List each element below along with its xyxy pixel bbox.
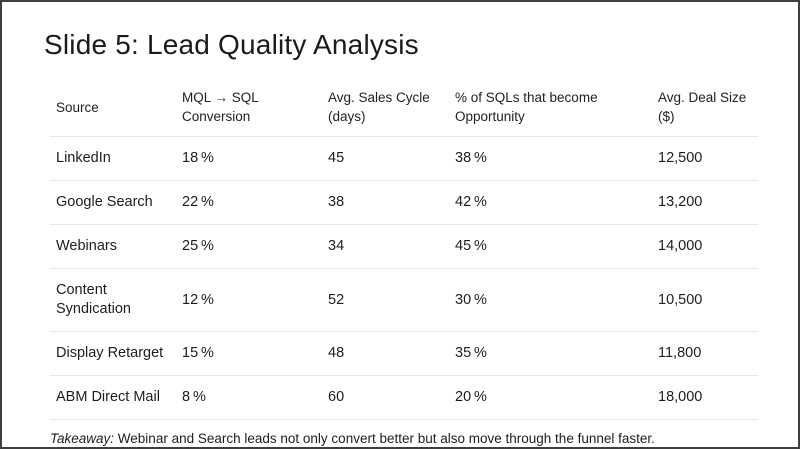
cell-avg-sales-cycle: 48 bbox=[322, 331, 449, 376]
cell-avg-sales-cycle: 60 bbox=[322, 375, 449, 420]
takeaway-label: Takeaway: bbox=[50, 431, 115, 446]
cell-avg-deal-size: 13,200 bbox=[652, 180, 758, 225]
table-row: Display Retarget 15 % 48 35 % 11,800 bbox=[50, 331, 758, 376]
cell-sql-to-opportunity: 42 % bbox=[449, 180, 652, 225]
column-header-avg-sales-cycle: Avg. Sales Cycle (days) bbox=[328, 90, 430, 124]
cell-avg-deal-size: 11,800 bbox=[652, 331, 758, 376]
cell-mql-sql-conversion: 12 % bbox=[176, 268, 322, 332]
takeaway-note: Takeaway: Webinar and Search leads not o… bbox=[50, 430, 798, 447]
cell-source: Display Retarget bbox=[50, 331, 176, 376]
cell-source: Content Syndication bbox=[50, 268, 176, 332]
table-row: LinkedIn 18 % 45 38 % 12,500 bbox=[50, 136, 758, 181]
cell-source: LinkedIn bbox=[50, 136, 176, 181]
cell-sql-to-opportunity: 20 % bbox=[449, 375, 652, 420]
cell-avg-deal-size: 18,000 bbox=[652, 375, 758, 420]
cell-mql-sql-conversion: 8 % bbox=[176, 375, 322, 420]
table-row: Content Syndication 12 % 52 30 % 10,500 bbox=[50, 268, 758, 332]
column-header-avg-deal-size: Avg. Deal Size ($) bbox=[658, 90, 747, 124]
table-row: Webinars 25 % 34 45 % 14,000 bbox=[50, 224, 758, 269]
cell-mql-sql-conversion: 15 % bbox=[176, 331, 322, 376]
cell-sql-to-opportunity: 30 % bbox=[449, 268, 652, 332]
cell-avg-deal-size: 12,500 bbox=[652, 136, 758, 181]
cell-sql-to-opportunity: 38 % bbox=[449, 136, 652, 181]
cell-source: ABM Direct Mail bbox=[50, 375, 176, 420]
table-row: ABM Direct Mail 8 % 60 20 % 18,000 bbox=[50, 375, 758, 420]
cell-mql-sql-conversion: 25 % bbox=[176, 224, 322, 269]
cell-source: Webinars bbox=[50, 224, 176, 269]
cell-source: Google Search bbox=[50, 180, 176, 225]
cell-avg-deal-size: 14,000 bbox=[652, 224, 758, 269]
table-header-row: Source MQL → SQL Conversion Avg. Sales C… bbox=[50, 76, 758, 137]
cell-avg-sales-cycle: 45 bbox=[322, 136, 449, 181]
cell-avg-deal-size: 10,500 bbox=[652, 268, 758, 332]
column-header-mql-sql-conversion: MQL → SQL Conversion bbox=[182, 90, 259, 124]
cell-mql-sql-conversion: 22 % bbox=[176, 180, 322, 225]
page-title: Slide 5: Lead Quality Analysis bbox=[44, 29, 419, 60]
cell-avg-sales-cycle: 34 bbox=[322, 224, 449, 269]
cell-sql-to-opportunity: 45 % bbox=[449, 224, 652, 269]
cell-sql-to-opportunity: 35 % bbox=[449, 331, 652, 376]
table-row: Google Search 22 % 38 42 % 13,200 bbox=[50, 180, 758, 225]
cell-avg-sales-cycle: 52 bbox=[322, 268, 449, 332]
lead-quality-table: Source MQL → SQL Conversion Avg. Sales C… bbox=[50, 76, 758, 420]
cell-avg-sales-cycle: 38 bbox=[322, 180, 449, 225]
cell-mql-sql-conversion: 18 % bbox=[176, 136, 322, 181]
column-header-source: Source bbox=[56, 99, 99, 115]
takeaway-text: Webinar and Search leads not only conver… bbox=[114, 431, 655, 446]
column-header-sql-to-opportunity: % of SQLs that become Opportunity bbox=[455, 90, 598, 124]
